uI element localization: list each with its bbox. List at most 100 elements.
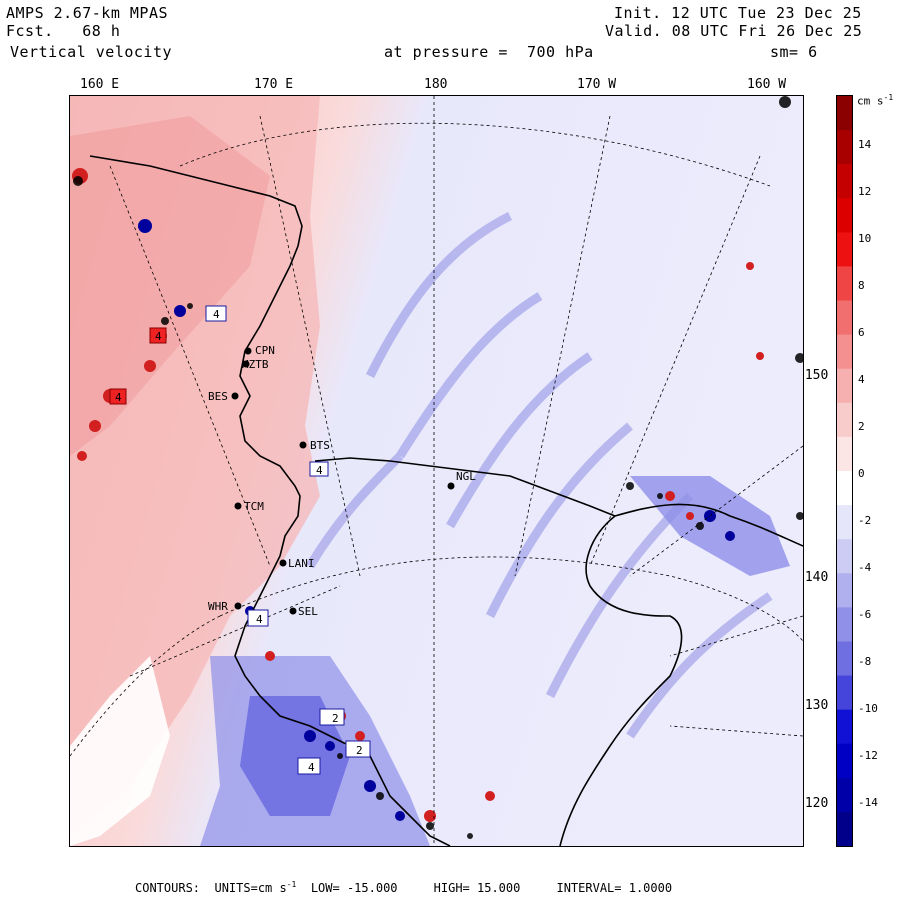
colorbar-segment — [837, 402, 852, 438]
colorbar-tick-label: -10 — [858, 702, 878, 715]
station-bts: BTS — [310, 439, 330, 452]
box-label-2-text: 4 — [155, 330, 162, 343]
colorbar-segment — [837, 573, 852, 608]
colorbar-segment — [837, 709, 852, 745]
colorbar-segment — [837, 164, 852, 199]
station-dot-lani — [279, 559, 287, 567]
colorbar-segment — [837, 471, 852, 506]
station-bes: BES — [208, 390, 228, 403]
colorbar-segment — [837, 743, 852, 779]
colorbar-segment — [837, 811, 852, 847]
vertical-velocity-map: CPN MZTB BES BTS NGL TCM LANI WHR SEL 4 … — [70, 96, 803, 846]
lon-label-170e: 170 E — [254, 77, 294, 92]
contour-box-labels: 4 4 4 4 4 2 2 4 — [109, 305, 371, 775]
colorbar-tick-label: 12 — [858, 185, 872, 198]
footer-units: UNITS=cm s — [214, 881, 287, 895]
lon-label-120w: 120 W — [804, 796, 844, 811]
colorbar-segment — [837, 198, 852, 233]
box-label-8-text: 4 — [308, 761, 315, 774]
footer-contours-label: CONTOURS: — [135, 881, 201, 895]
lon-label-130w: 130 W — [804, 698, 844, 713]
lon-label-160e: 160 E — [80, 77, 120, 92]
station-tcm: TCM — [244, 500, 264, 513]
footer-units-exp: -1 — [286, 880, 297, 889]
box-label-7-text: 2 — [356, 744, 363, 757]
box-label-5 — [247, 609, 269, 627]
station-dot-bes — [231, 392, 239, 400]
field-name: Vertical velocity — [10, 43, 173, 61]
station-dot-sel — [289, 607, 297, 615]
map-panel: CPN MZTB BES BTS NGL TCM LANI WHR SEL 4 … — [69, 95, 804, 847]
colorbar-segment — [837, 607, 852, 642]
footer-high: HIGH= 15.000 — [433, 881, 521, 895]
white-region-sw — [70, 656, 170, 846]
station-dot-tcm — [234, 502, 242, 510]
box-label-7 — [345, 740, 371, 758]
footer-low: LOW= -15.000 — [310, 881, 398, 895]
station-dot-bts — [299, 441, 307, 449]
station-dot-whr — [234, 602, 242, 610]
colorbar-segment — [837, 368, 852, 404]
lon-label-170w: 170 W — [577, 77, 617, 92]
station-mztb: MZTB — [242, 358, 269, 371]
blue-streaks — [306, 211, 773, 739]
box-label-1-text: 4 — [213, 308, 220, 321]
colorbar-tick-label: 4 — [858, 373, 865, 386]
forecast-hours: 68 h — [82, 22, 121, 40]
forecast-line: Fcst. 68 h — [6, 22, 120, 40]
dense-contour-clusters — [73, 96, 803, 839]
box-label-6 — [319, 708, 345, 726]
colorbar-tick-label: 6 — [858, 326, 865, 339]
lat-lon-grid — [70, 96, 803, 846]
colorbar-segment — [837, 300, 852, 336]
colorbar-units-text: cm s — [857, 94, 884, 108]
colorbar-segment — [837, 641, 852, 677]
colorbar-tick-label: 14 — [858, 138, 872, 151]
colorbar-segment — [837, 505, 852, 540]
station-ngl: NGL — [456, 470, 476, 483]
colorbar-tick-label: 0 — [858, 467, 865, 480]
station-dot-cpn — [244, 347, 252, 355]
smoothing: sm= 6 — [770, 43, 818, 61]
colorbar-segment — [837, 675, 852, 711]
box-label-4 — [309, 461, 329, 477]
strong-subsidence-core — [240, 696, 350, 816]
contour-footer: CONTOURS: UNITS=cm s-1 LOW= -15.000 HIGH… — [135, 880, 672, 895]
colorbar-segment — [837, 130, 852, 165]
box-label-3-text: 4 — [115, 391, 122, 404]
lon-label-180: 180 — [424, 77, 448, 92]
colorbar-tick-label: -4 — [858, 561, 872, 574]
box-label-8 — [297, 757, 321, 775]
lon-label-160w: 160 W — [747, 77, 787, 92]
colorbar-tick-label: 2 — [858, 420, 865, 433]
station-whr: WHR — [208, 600, 228, 613]
colorbar-segment — [837, 96, 852, 131]
colorbar-tick-label: 8 — [858, 279, 865, 292]
box-label-4-text: 4 — [316, 464, 323, 477]
colorbar-segment — [837, 436, 852, 472]
colorbar-tick-label: -8 — [858, 655, 872, 668]
init-time: Init. 12 UTC Tue 23 Dec 25 — [614, 4, 862, 22]
colorbar-segment — [837, 334, 852, 370]
colorbar-tick-label: -2 — [858, 514, 872, 527]
colorbar-units-exp: -1 — [883, 93, 894, 102]
colorbar-segment — [837, 232, 852, 267]
colorbar-segment — [837, 777, 852, 813]
box-label-3 — [109, 388, 127, 405]
colorbar-tick-label: -14 — [858, 796, 878, 809]
model-title: AMPS 2.67-km MPAS — [6, 4, 169, 22]
box-label-6-text: 2 — [332, 712, 339, 725]
forecast-label: Fcst. — [6, 22, 54, 40]
footer-interval: INTERVAL= 1.0000 — [556, 881, 673, 895]
warm-region-ridge — [70, 116, 270, 456]
lon-label-150w: 150 W — [804, 368, 844, 383]
lon-label-140w: 140 W — [804, 570, 844, 585]
colorbar-segment — [837, 266, 852, 302]
colorbar-tick-label: -12 — [858, 749, 878, 762]
pressure-level: at pressure = 700 hPa — [384, 43, 594, 61]
colorbar-segment — [837, 539, 852, 574]
colorbar-tick-label: -6 — [858, 608, 872, 621]
station-cpn: CPN — [255, 344, 275, 357]
station-dot-mztb — [242, 360, 250, 368]
colorbar-svg — [837, 96, 852, 847]
